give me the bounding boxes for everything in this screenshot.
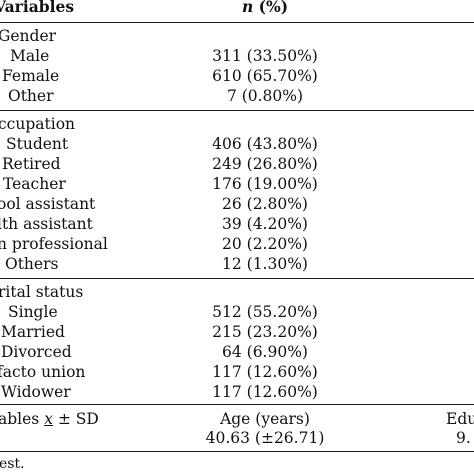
mean-symbol: x: [44, 410, 53, 428]
marital-row-label: Divorced: [1, 343, 72, 361]
section-rule-gender: [0, 110, 474, 111]
occupation-row-label: Student: [6, 135, 69, 153]
marital-row-label: Married: [1, 323, 65, 341]
gender-row-label: Other: [8, 87, 54, 105]
occupation-row-value: 406 (43.80%): [212, 135, 318, 153]
age-header: Age (years): [220, 410, 310, 428]
marital-row-value: 215 (23.20%): [212, 323, 318, 341]
column-header-n-percent: n (%): [195, 0, 335, 17]
gender-row-value: 610 (65.70%): [212, 67, 318, 85]
occupation-row-label: Retired: [2, 155, 61, 173]
occupation-row-value: 39 (4.20%): [222, 215, 308, 233]
table-footnote: est.: [0, 456, 25, 472]
gender-row-label: Female: [2, 67, 60, 85]
marital-row-label: facto union: [0, 363, 86, 381]
occupation-row-label: n professional: [0, 235, 108, 253]
section-rule-marital: [0, 404, 474, 405]
n-symbol: n: [241, 0, 254, 16]
section-title-occupation: ccupation: [0, 115, 76, 133]
marital-row-value: 64 (6.90%): [222, 343, 308, 361]
occupation-row-label: ool assistant: [0, 195, 96, 213]
table-bottom-rule: [0, 451, 474, 452]
occupation-row-label: Teacher: [3, 175, 66, 193]
header-rule: [0, 22, 474, 23]
gender-row-label: Male: [10, 47, 50, 65]
marital-row-value: 117 (12.60%): [212, 383, 318, 401]
occupation-row-label: lth assistant: [0, 215, 93, 233]
gender-row-value: 311 (33.50%): [212, 47, 318, 65]
occupation-row-label: Others: [5, 255, 59, 273]
education-value: 9.: [456, 429, 471, 447]
percent-label: (%): [253, 0, 289, 16]
section-title-marital-status: rital status: [0, 283, 84, 301]
marital-row-value: 117 (12.60%): [212, 363, 318, 381]
marital-row-label: Single: [8, 303, 58, 321]
marital-row-value: 512 (55.20%): [212, 303, 318, 321]
occupation-row-value: 26 (2.80%): [222, 195, 308, 213]
column-header-variables: Variables: [0, 0, 75, 16]
age-value: 40.63 (±26.71): [205, 429, 325, 447]
section-rule-occupation: [0, 278, 474, 279]
occupation-row-value: 249 (26.80%): [212, 155, 318, 173]
gender-row-value: 7 (0.80%): [226, 87, 304, 105]
marital-row-label: Widower: [1, 383, 71, 401]
section-title-gender: Gender: [0, 27, 57, 45]
stats-label: ables x ± SD: [0, 410, 99, 428]
education-header: Educ: [446, 410, 474, 428]
occupation-row-value: 12 (1.30%): [222, 255, 308, 273]
occupation-row-value: 176 (19.00%): [212, 175, 318, 193]
occupation-row-value: 20 (2.20%): [222, 235, 308, 253]
